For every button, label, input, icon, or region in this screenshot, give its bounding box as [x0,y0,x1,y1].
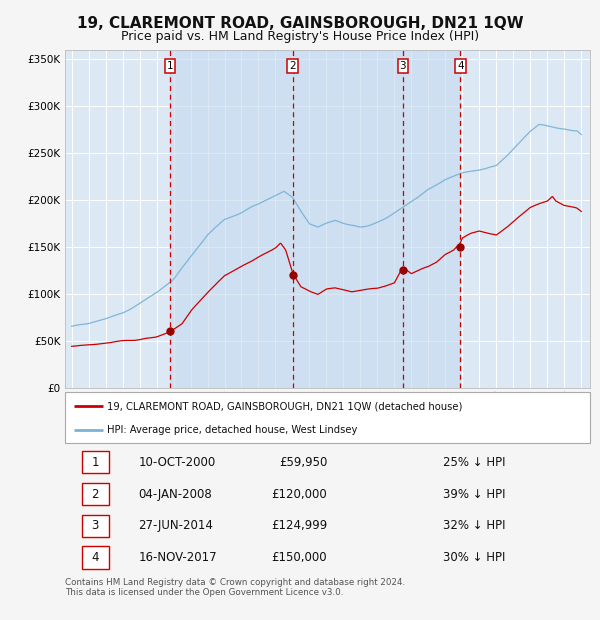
Text: 2: 2 [91,487,99,500]
FancyBboxPatch shape [82,451,109,474]
Text: Price paid vs. HM Land Registry's House Price Index (HPI): Price paid vs. HM Land Registry's House … [121,30,479,43]
Text: 25% ↓ HPI: 25% ↓ HPI [443,456,505,469]
Text: HPI: Average price, detached house, West Lindsey: HPI: Average price, detached house, West… [107,425,357,435]
Text: 30% ↓ HPI: 30% ↓ HPI [443,551,505,564]
Text: £124,999: £124,999 [271,520,328,533]
Text: 1: 1 [91,456,99,469]
Text: 3: 3 [92,520,99,533]
FancyBboxPatch shape [82,546,109,569]
Text: 2: 2 [289,61,296,71]
FancyBboxPatch shape [82,515,109,537]
Text: 19, CLAREMONT ROAD, GAINSBOROUGH, DN21 1QW (detached house): 19, CLAREMONT ROAD, GAINSBOROUGH, DN21 1… [107,401,462,411]
Text: 4: 4 [91,551,99,564]
Text: £59,950: £59,950 [279,456,328,469]
Text: £150,000: £150,000 [272,551,328,564]
Text: 39% ↓ HPI: 39% ↓ HPI [443,487,505,500]
FancyBboxPatch shape [65,392,590,443]
Text: 32% ↓ HPI: 32% ↓ HPI [443,520,505,533]
Text: Contains HM Land Registry data © Crown copyright and database right 2024.
This d: Contains HM Land Registry data © Crown c… [65,578,405,597]
Text: 19, CLAREMONT ROAD, GAINSBOROUGH, DN21 1QW: 19, CLAREMONT ROAD, GAINSBOROUGH, DN21 1… [77,16,523,31]
Text: 1: 1 [166,61,173,71]
Bar [293,50,403,388]
Bar [170,50,293,388]
Text: £120,000: £120,000 [272,487,328,500]
Text: 10-OCT-2000: 10-OCT-2000 [139,456,215,469]
Text: 3: 3 [400,61,406,71]
FancyBboxPatch shape [82,483,109,505]
Bar [403,50,460,388]
Text: 16-NOV-2017: 16-NOV-2017 [139,551,217,564]
Text: 27-JUN-2014: 27-JUN-2014 [139,520,213,533]
Text: 4: 4 [457,61,464,71]
Text: 04-JAN-2008: 04-JAN-2008 [139,487,212,500]
